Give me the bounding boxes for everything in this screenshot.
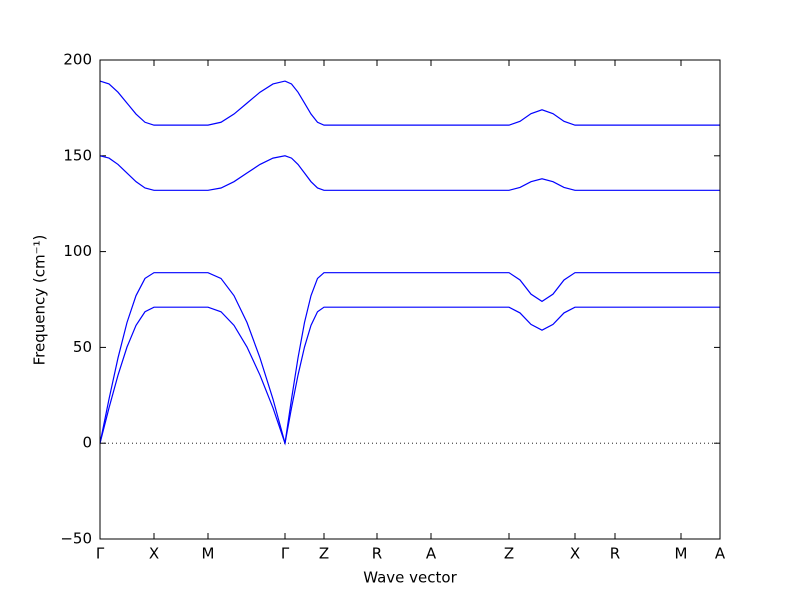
x-tick-label: A	[426, 545, 437, 563]
x-tick-label: X	[149, 545, 159, 563]
x-tick-label: X	[570, 545, 580, 563]
y-tick-label: 50	[73, 338, 92, 356]
y-tick-label: 0	[82, 434, 92, 452]
x-tick-label: A	[715, 545, 726, 563]
x-tick-label: Γ	[96, 545, 105, 563]
x-tick-label: M	[202, 545, 215, 563]
y-tick-label: 150	[63, 146, 92, 164]
y-tick-label: −50	[60, 530, 92, 548]
band-line	[99, 80, 720, 126]
x-tick-label: M	[675, 545, 688, 563]
y-tick-label: 200	[63, 51, 92, 69]
y-axis-label: Frequency (cm⁻¹)	[31, 235, 49, 366]
plot-frame	[99, 59, 721, 540]
band-line	[99, 306, 720, 446]
x-axis-label: Wave vector	[363, 569, 457, 587]
x-tick-label: Z	[504, 545, 514, 563]
band-line	[99, 155, 720, 191]
x-tick-label: Z	[319, 545, 329, 563]
band-line	[99, 272, 720, 444]
x-tick-label: R	[372, 545, 382, 563]
x-tick-label: Γ	[281, 545, 290, 563]
x-tick-label: R	[610, 545, 620, 563]
y-tick-label: 100	[63, 242, 92, 260]
